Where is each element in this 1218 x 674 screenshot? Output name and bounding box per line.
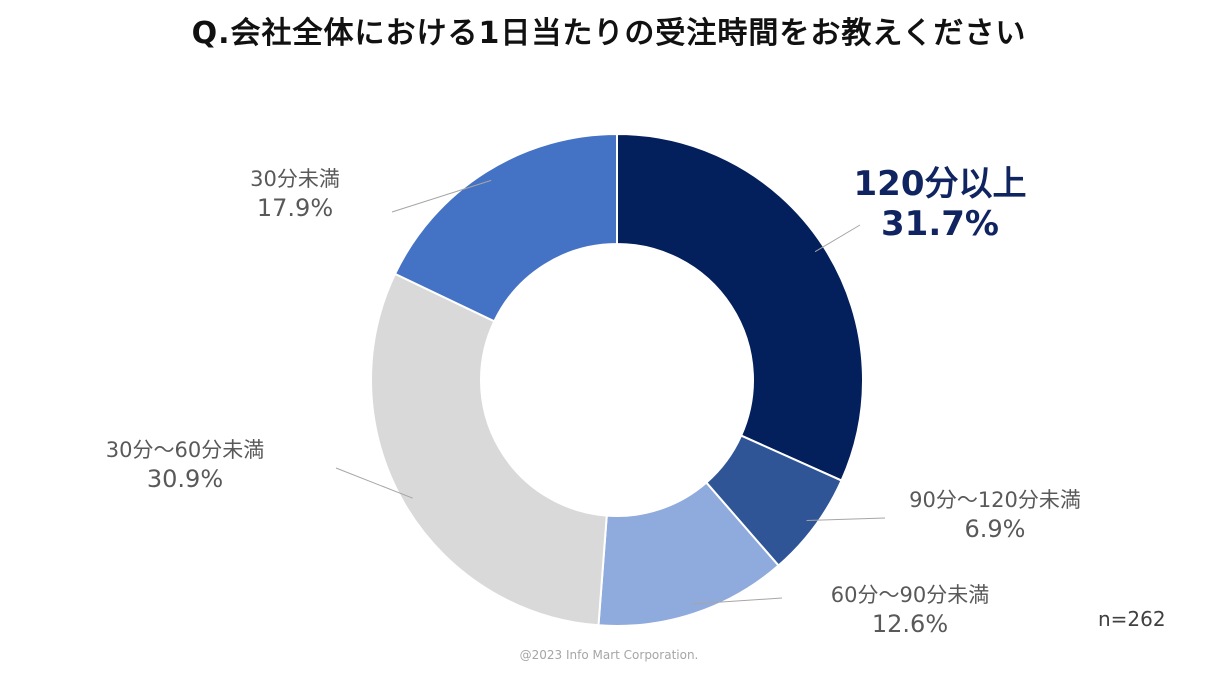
slice-label-text: 120分以上 <box>853 164 1027 204</box>
slice-30-60 <box>370 272 608 627</box>
slice-label-text: 30分未満 <box>250 167 340 191</box>
slice-under30 <box>393 132 618 323</box>
leader-line-30-60 <box>335 467 413 499</box>
leader-lines <box>335 179 886 605</box>
slice-label-under30: 30分未満 17.9% <box>200 166 390 223</box>
slice-label-value: 30.9% <box>146 465 224 493</box>
slice-label-value: 17.9% <box>256 194 334 222</box>
slice-label-text: 90分～120分未満 <box>909 488 1081 512</box>
copyright: @2023 Info Mart Corporation. <box>519 648 699 662</box>
slice-label-90-120: 90分～120分未満 6.9% <box>880 487 1110 544</box>
leader-line-90-120 <box>806 517 886 522</box>
slice-label-value: 12.6% <box>871 610 949 638</box>
slice-label-value: 6.9% <box>964 515 1026 543</box>
chart-title: Q.会社全体における1日当たりの受注時間をお教えください <box>191 16 1027 51</box>
slice-120plus <box>616 132 864 482</box>
slice-label-120plus: 120分以上 31.7% <box>815 164 1065 244</box>
slice-label-30-60: 30分～60分未満 30.9% <box>70 437 300 494</box>
slice-label-text: 60分～90分未満 <box>830 583 990 607</box>
donut-slices <box>370 132 864 627</box>
leader-line-under30 <box>391 179 492 213</box>
leader-line-60-90 <box>691 597 783 605</box>
slice-label-60-90: 60分～90分未満 12.6% <box>800 582 1020 639</box>
leader-line-120plus <box>814 224 861 253</box>
slice-label-value: 31.7% <box>881 204 999 244</box>
sample-size: n=262 <box>1098 607 1166 631</box>
slice-label-text: 30分～60分未満 <box>105 438 265 462</box>
